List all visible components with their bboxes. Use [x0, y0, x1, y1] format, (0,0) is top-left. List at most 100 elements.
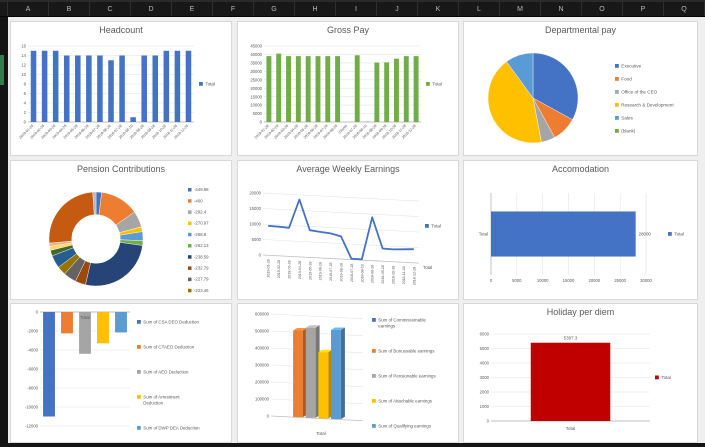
svg-text:5000: 5000: [480, 346, 490, 351]
chart-panel-accomodation[interactable]: Accomodation 0 5000 10000 15000 20000 25000 30…: [463, 160, 698, 300]
svg-text:2019-04-28: 2019-04-28: [298, 261, 302, 279]
svg-text:Total: Total: [423, 265, 432, 270]
column-header-I[interactable]: I: [336, 2, 377, 16]
svg-text:3000: 3000: [480, 375, 490, 380]
column-header-C[interactable]: C: [90, 2, 131, 16]
column-header-E[interactable]: E: [172, 2, 213, 16]
svg-text:500000: 500000: [255, 329, 270, 334]
svg-text:0: 0: [24, 120, 27, 125]
svg-text:earnings: earnings: [378, 323, 396, 328]
svg-text:Total: Total: [674, 231, 684, 236]
column-header-Q[interactable]: Q: [664, 2, 705, 16]
chart-panel-gross-pay[interactable]: Gross Pay 0 5000 10000 15000 20000 25000 30000…: [237, 21, 459, 156]
column-header-A[interactable]: A: [8, 2, 49, 16]
svg-text:1000: 1000: [480, 404, 490, 409]
column-header-F[interactable]: F: [213, 2, 254, 16]
svg-text:2019-07-28: 2019-07-28: [329, 263, 333, 281]
deductions-bar-chart[interactable]: 0 -2000 -4000 -6000 -8000 -10000 -12000 Total Su…: [12, 304, 230, 440]
sheet-corner-cell[interactable]: [0, 2, 8, 16]
column-header-J[interactable]: J: [377, 2, 418, 16]
svg-text:-4000: -4000: [27, 348, 38, 353]
svg-text:4: 4: [24, 101, 27, 106]
accomodation-hbar-chart[interactable]: 0 5000 10000 15000 20000 25000 30000 Total 28000…: [465, 179, 696, 297]
svg-text:Deduction: Deduction: [143, 400, 163, 405]
svg-text:-8000: -8000: [27, 386, 38, 391]
svg-text:0: 0: [259, 253, 262, 258]
svg-text:5000: 5000: [252, 237, 262, 242]
svg-text:Sales: Sales: [621, 115, 633, 120]
headcount-bar-chart[interactable]: 02468101214162019-01-282019-02-282019-03…: [12, 40, 230, 152]
svg-text:(blank): (blank): [338, 124, 349, 135]
column-header-N[interactable]: N: [541, 2, 582, 16]
svg-text:2018-09-28: 2018-09-28: [381, 265, 385, 283]
svg-text:Food: Food: [621, 76, 632, 81]
svg-text:40000: 40000: [250, 52, 262, 57]
svg-text:30000: 30000: [250, 69, 262, 74]
column-header-G[interactable]: G: [254, 2, 295, 16]
svg-text:0: 0: [487, 419, 490, 424]
column-header-O[interactable]: O: [582, 2, 623, 16]
column-header-B[interactable]: B: [49, 2, 90, 16]
svg-text:-232.79: -232.79: [194, 266, 209, 271]
svg-text:10000: 10000: [250, 103, 262, 108]
svg-text:Total: Total: [205, 81, 215, 86]
svg-text:Total: Total: [432, 81, 442, 86]
svg-text:2018-10-28: 2018-10-28: [392, 266, 396, 284]
chart-panel-headcount[interactable]: Headcount 0 2 4 6 8 10 12 14 16 2019-01-28 2019-02…: [10, 21, 232, 156]
column-header-L[interactable]: L: [459, 2, 500, 16]
column-header-M[interactable]: M: [500, 2, 541, 16]
chart-panel-departmental-pay[interactable]: Departmental pay Executive Food Office of …: [463, 21, 698, 156]
chart-panel-earnings[interactable]: 0 100000 200000 300000 400000 500000 600000 Tot…: [237, 303, 459, 443]
svg-text:8: 8: [24, 82, 27, 87]
svg-text:100000: 100000: [255, 397, 270, 402]
holiday-bar-chart[interactable]: 0 1000 2000 3000 4000 5000 6000 Total 5397.3 Tota…: [465, 322, 696, 437]
svg-text:600000: 600000: [255, 312, 270, 317]
svg-text:2018-08-10: 2018-08-10: [360, 264, 364, 282]
svg-text:-2000: -2000: [27, 329, 38, 334]
sheet-tab-indicator[interactable]: [0, 55, 4, 85]
svg-text:-268.8: -268.8: [194, 232, 207, 237]
svg-text:2018-11-28: 2018-11-28: [402, 266, 406, 284]
svg-text:2000: 2000: [480, 390, 490, 395]
avg-weekly-earnings-line-chart[interactable]: 0 5000 10000 15000 20000 2019-01-28 2019-02-28…: [239, 179, 457, 297]
svg-text:15000: 15000: [563, 278, 575, 283]
svg-text:2019-02-28: 2019-02-28: [277, 260, 281, 278]
earnings-3d-bar-chart[interactable]: 0 100000 200000 300000 400000 500000 600000 Tot…: [239, 304, 457, 440]
chart-panel-avg-weekly-earnings[interactable]: Average Weekly Earnings 0 5000 10000 15000 2…: [237, 160, 459, 300]
svg-text:Sum of Commissionable: Sum of Commissionable: [378, 317, 426, 322]
svg-text:20000: 20000: [249, 191, 261, 196]
svg-text:15000: 15000: [249, 206, 261, 211]
svg-text:2019-05-28: 2019-05-28: [308, 261, 312, 279]
svg-text:Executive: Executive: [621, 63, 641, 68]
column-header-P[interactable]: P: [623, 2, 664, 16]
svg-text:Sum of Pensionable earnings: Sum of Pensionable earnings: [378, 373, 436, 378]
chart-panel-deductions[interactable]: 0 -2000 -4000 -6000 -8000 -10000 -12000 Total Su…: [10, 303, 232, 443]
column-header-K[interactable]: K: [418, 2, 459, 16]
avg-weekly-earnings-chart-title: Average Weekly Earnings: [296, 164, 400, 174]
pension-donut-chart[interactable]: -449.98 -400 -292.4 -270.97 -268.8 -262.13 -23…: [12, 179, 230, 297]
column-header-H[interactable]: H: [295, 2, 336, 16]
svg-text:30000: 30000: [640, 278, 652, 283]
departmental-pay-pie-chart[interactable]: Executive Food Office of the CEO Research &…: [465, 40, 696, 152]
chart-panel-holiday[interactable]: Holiday per diem 0 1000 2000 3000 4000 5000 60…: [463, 303, 698, 443]
svg-text:2019-06-28: 2019-06-28: [319, 262, 323, 280]
svg-text:10000: 10000: [249, 222, 261, 227]
chart-panel-pension[interactable]: Pension Contributions -449.98 -400 -292.4-…: [10, 160, 232, 300]
svg-text:25000: 25000: [614, 278, 626, 283]
svg-text:0: 0: [267, 414, 270, 419]
svg-text:Sum of Qualifying earnings: Sum of Qualifying earnings: [378, 423, 432, 428]
svg-text:400000: 400000: [255, 346, 270, 351]
svg-text:5000: 5000: [512, 278, 522, 283]
accomodation-chart-title: Accomodation: [551, 164, 610, 174]
svg-text:Total: Total: [80, 315, 89, 320]
svg-text:16: 16: [21, 44, 26, 49]
column-header-D[interactable]: D: [131, 2, 172, 16]
svg-text:45000: 45000: [250, 44, 262, 49]
svg-text:5000: 5000: [253, 111, 263, 116]
svg-text:Sum of Arrestment: Sum of Arrestment: [143, 394, 180, 399]
gross-pay-bar-chart[interactable]: 0 5000 10000 15000 20000 25000 30000 35000 40000…: [239, 40, 457, 152]
svg-text:35000: 35000: [250, 60, 262, 65]
svg-text:Total: Total: [431, 223, 441, 228]
